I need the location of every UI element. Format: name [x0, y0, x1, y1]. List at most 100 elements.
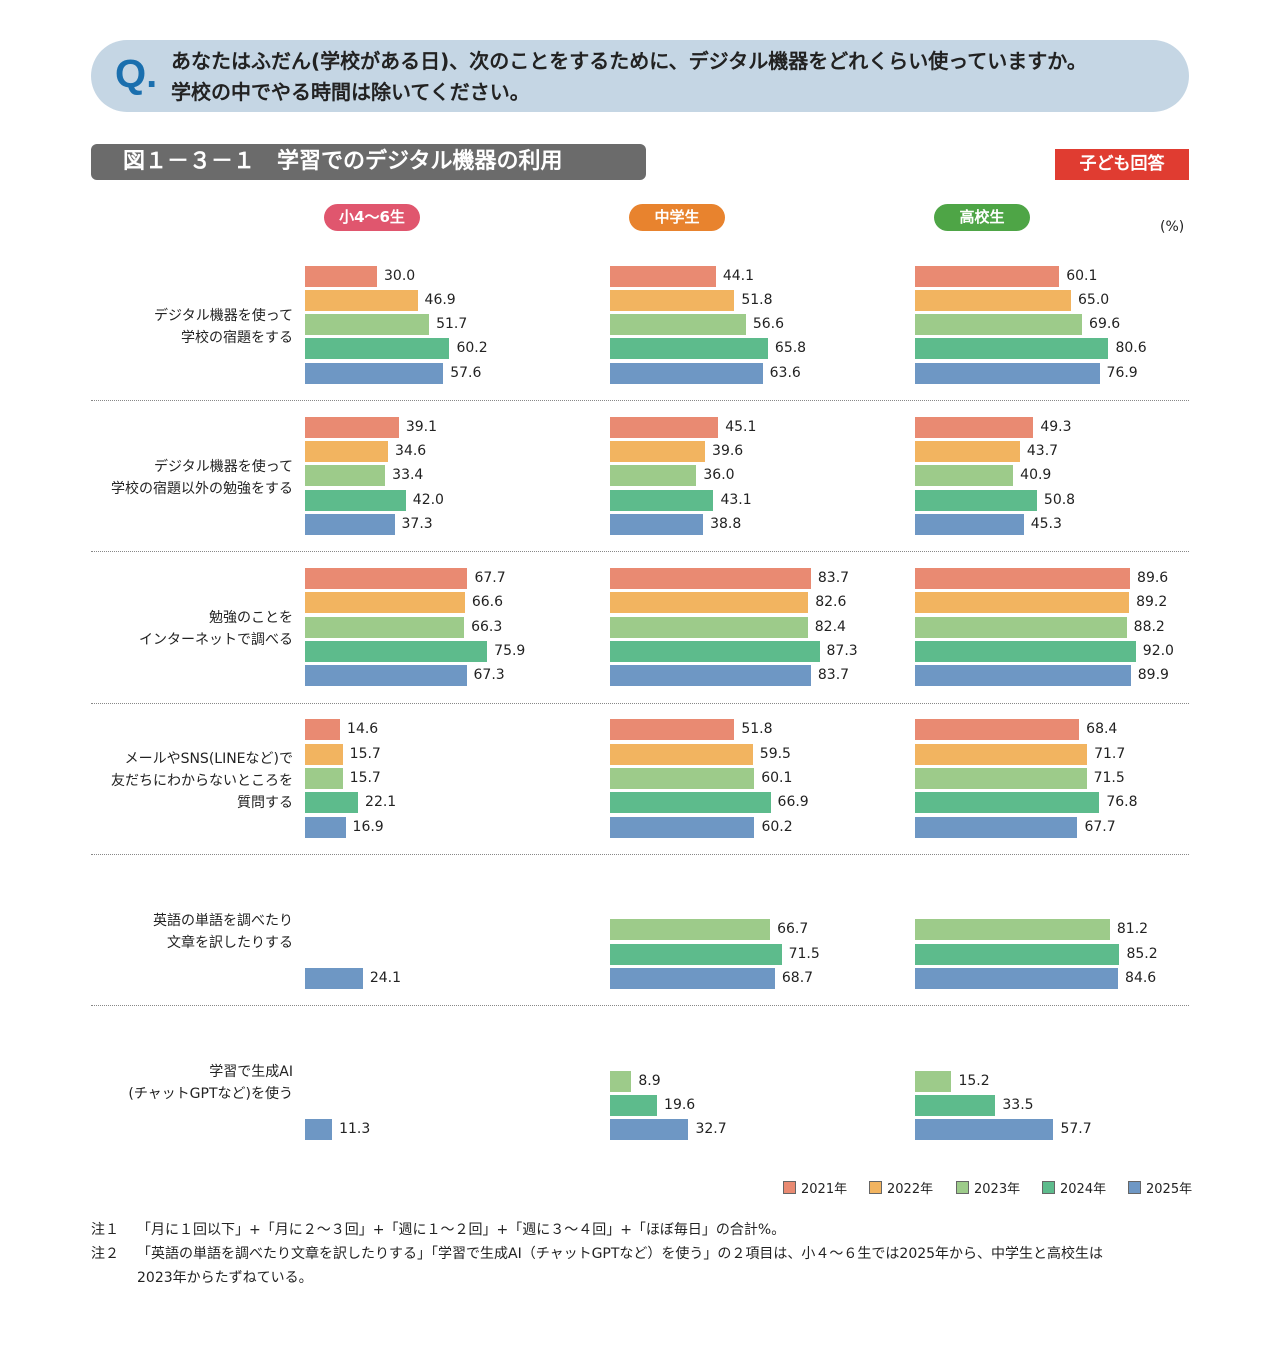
data-label: 60.1: [1066, 267, 1098, 284]
bar: [305, 768, 343, 789]
legend-item: 2024年: [1042, 1178, 1106, 1197]
data-label: 85.2: [1126, 945, 1158, 962]
legend-swatch: [1128, 1181, 1141, 1194]
note-1-text: 「月に１回以下」+「月に２～３回」+「週に１～２回」+「週に３～４回」+「ほぼ毎…: [137, 1222, 786, 1238]
group-header-1: 中学生: [629, 204, 725, 231]
data-label: 22.1: [365, 794, 397, 811]
bar: [610, 641, 820, 662]
note-2-text: 「英語の単語を調べたり文章を訳したりする」「学習で生成AI（チャットGPTなど）…: [137, 1246, 1104, 1262]
data-label: 43.7: [1026, 443, 1059, 460]
data-label: 84.6: [1125, 969, 1157, 986]
bar: [610, 489, 714, 511]
bar: [610, 265, 716, 287]
bar: [610, 768, 755, 789]
bar: [610, 919, 771, 941]
note-1-label: 注１: [91, 1222, 119, 1238]
question-text: あなたはふだん(学校がある日)、次のことをするために、デジタル機器をどれくらい使…: [171, 46, 1087, 108]
bar: [305, 816, 346, 838]
data-label: 65.0: [1078, 291, 1110, 308]
data-label: 59.5: [759, 745, 791, 762]
legend-item: 2025年: [1128, 1178, 1192, 1197]
data-label: 57.6: [450, 364, 482, 381]
data-label: 69.6: [1089, 316, 1121, 333]
bar: [915, 338, 1109, 360]
bar: [915, 743, 1088, 765]
section-divider: [91, 702, 1189, 704]
bar: [305, 792, 359, 814]
note-1: 注１ 「月に１回以下」+「月に２～３回」+「週に１～２回」+「週に３～４回」+「ほ…: [91, 1218, 785, 1242]
data-label: 43.1: [720, 491, 752, 508]
bar: [610, 465, 697, 487]
data-label: 14.6: [347, 721, 379, 738]
bar: [915, 665, 1131, 687]
bar: [610, 967, 775, 989]
data-label: 82.4: [814, 618, 846, 635]
bar: [610, 514, 704, 535]
question-mark: Q.: [115, 52, 158, 96]
data-label: 89.6: [1137, 570, 1169, 587]
bar: [610, 362, 763, 384]
legend-label: 2023年: [974, 1182, 1021, 1197]
data-label: 50.8: [1043, 491, 1076, 508]
bar: [305, 641, 488, 662]
bar: [915, 616, 1127, 638]
bar: [915, 641, 1136, 662]
question-line-1: あなたはふだん(学校がある日)、次のことをするために、デジタル機器をどれくらい使…: [171, 49, 1087, 73]
bar: [610, 743, 753, 765]
data-label: 15.2: [958, 1072, 990, 1089]
section-divider: [91, 551, 1189, 553]
data-label: 60.2: [456, 340, 488, 357]
data-label: 51.7: [436, 316, 468, 333]
data-label: 89.9: [1137, 667, 1169, 684]
bar: [305, 441, 389, 463]
bar: [610, 616, 808, 638]
bar: [915, 919, 1110, 941]
bar: [610, 943, 782, 965]
data-label: 37.3: [401, 516, 433, 532]
data-label: 44.1: [722, 267, 754, 284]
bar: [915, 967, 1119, 989]
data-label: 76.9: [1106, 364, 1138, 381]
figure-title: 図１－３－１ 学習でのデジタル機器の利用: [91, 144, 646, 180]
data-label: 71.7: [1094, 745, 1126, 762]
bar: [610, 1070, 632, 1092]
bar: [915, 1094, 996, 1116]
data-label: 83.7: [817, 570, 850, 587]
data-label: 89.2: [1136, 594, 1168, 611]
bar: [305, 362, 444, 384]
bar: [610, 289, 735, 311]
data-label: 75.9: [494, 643, 526, 659]
data-label: 40.9: [1020, 467, 1052, 484]
data-label: 67.7: [474, 570, 506, 587]
bar: [305, 338, 450, 360]
data-label: 45.1: [725, 418, 757, 435]
data-label: 65.8: [774, 340, 807, 357]
data-label: 66.6: [471, 594, 503, 611]
bar: [915, 514, 1024, 535]
category-label: 学習で生成AI (チャットGPTなど)を使う: [128, 1064, 293, 1103]
legend-item: 2022年: [869, 1178, 933, 1197]
note-2-text-cont: 2023年からたずねている。: [137, 1270, 313, 1286]
legend-swatch: [783, 1181, 796, 1194]
data-label: 32.7: [695, 1121, 727, 1138]
data-label: 49.3: [1040, 418, 1072, 435]
data-label: 38.8: [710, 516, 742, 532]
legend-swatch: [869, 1181, 882, 1194]
legend-label: 2021年: [801, 1182, 848, 1197]
bar: [305, 314, 430, 336]
data-label: 57.7: [1060, 1121, 1092, 1138]
data-label: 88.2: [1133, 618, 1165, 635]
bar: [305, 416, 399, 438]
data-label: 71.5: [1093, 770, 1125, 786]
bar: [915, 1119, 1054, 1141]
bar: [610, 1119, 689, 1141]
section-divider: [91, 1005, 1189, 1007]
bar: [915, 465, 1014, 487]
legend-swatch: [956, 1181, 969, 1194]
legend-item: 2021年: [783, 1178, 847, 1197]
bar: [915, 943, 1120, 965]
bar: [610, 665, 811, 687]
bar: [915, 362, 1100, 384]
bar: [305, 616, 465, 638]
